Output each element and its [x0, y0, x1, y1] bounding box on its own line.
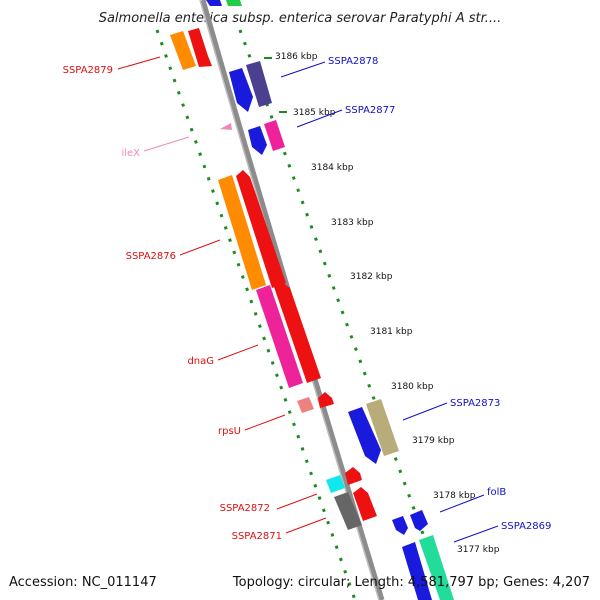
- gene-arrow-reverse: [188, 28, 212, 67]
- label-leader: [217, 344, 259, 361]
- gene-label-SSPA2869: SSPA2869: [501, 521, 551, 532]
- gene-arrow-rpsU: [297, 397, 314, 413]
- accession-text: Accession: NC_011147: [9, 575, 157, 590]
- gene-label-SSPA2878: SSPA2878: [328, 56, 378, 67]
- label-leader: [117, 56, 161, 70]
- gene-arrow-reverse: [345, 467, 362, 485]
- label-leader: [179, 239, 221, 256]
- tick-label: 3182 kbp: [350, 272, 393, 282]
- gene-label-dnaG: dnaG: [187, 356, 214, 367]
- gene-arrow: [226, 0, 242, 6]
- label-leader: [296, 109, 343, 128]
- tick-label: 3178 kbp: [433, 491, 476, 501]
- gene-arrow: [264, 120, 285, 151]
- gene-arrow: [419, 535, 454, 600]
- left-frame-dotted-line: [155, 29, 357, 600]
- tick-label: 3179 kbp: [412, 436, 455, 446]
- gene-arrow-SSPA2879: [170, 31, 196, 70]
- label-leader: [276, 493, 318, 510]
- gene-label-SSPA2879: SSPA2879: [63, 65, 113, 76]
- kbp-ticks: 3186 kbp 3185 kbp 3184 kbp 3183 kbp 3182…: [264, 52, 500, 555]
- gene-arrow-folB: [392, 516, 408, 535]
- label-leader: [439, 494, 485, 513]
- topology-summary: Topology: circular; Length: 4,581,797 bp…: [232, 575, 590, 590]
- label-leader: [143, 136, 190, 152]
- label-leader: [280, 61, 326, 78]
- gene-label-SSPA2876: SSPA2876: [126, 251, 176, 262]
- gene-arrow-SSPA2877: [248, 126, 267, 155]
- tick-label: 3185 kbp: [293, 108, 336, 118]
- gene-arrow: [206, 0, 222, 6]
- gene-label-rpsU: rpsU: [218, 426, 241, 437]
- gene-arrow-reverse: [318, 392, 334, 408]
- gene-arrow: [366, 399, 399, 456]
- gene-arrow-ileX: [220, 123, 232, 130]
- gene-arrow-SSPA2872: [326, 475, 345, 493]
- map-title: Salmonella enterica subsp. enterica sero…: [99, 11, 502, 26]
- genome-backbone: [200, 0, 385, 600]
- tick-label: 3180 kbp: [391, 382, 434, 392]
- tick-label: 3183 kbp: [331, 218, 374, 228]
- tick-label: 3186 kbp: [275, 52, 318, 62]
- tick-label: 3181 kbp: [370, 327, 413, 337]
- tick-label: 3184 kbp: [311, 163, 354, 173]
- gene-label-SSPA2871: SSPA2871: [232, 531, 282, 542]
- gene-arrow: [410, 510, 428, 531]
- gene-arrow-SSPA2871: [334, 492, 362, 530]
- tick-label: 3177 kbp: [457, 545, 500, 555]
- gene-arrow-dnaG: [256, 285, 303, 388]
- gene-label-ileX: ileX: [121, 148, 140, 159]
- gene-arrow-reverse: [236, 170, 286, 288]
- label-leader: [453, 525, 499, 543]
- gene-arrow-SSPA2869: [402, 542, 432, 600]
- gene-arrow: [246, 61, 272, 107]
- gene-arrow-SSPA2873: [348, 407, 381, 464]
- gene-label-SSPA2877: SSPA2877: [345, 105, 395, 116]
- gene-arrow-reverse: [274, 282, 321, 383]
- label-leader: [244, 414, 286, 431]
- gene-arrow-SSPA2878: [229, 68, 253, 112]
- gene-arrow-SSPA2876: [218, 175, 266, 290]
- gene-arrow-reverse: [353, 487, 377, 521]
- gene-label-SSPA2872: SSPA2872: [220, 503, 270, 514]
- gene-label-folB: folB: [487, 487, 506, 498]
- gene-label-SSPA2873: SSPA2873: [450, 398, 500, 409]
- label-leader: [402, 402, 448, 421]
- label-leader: [285, 517, 327, 534]
